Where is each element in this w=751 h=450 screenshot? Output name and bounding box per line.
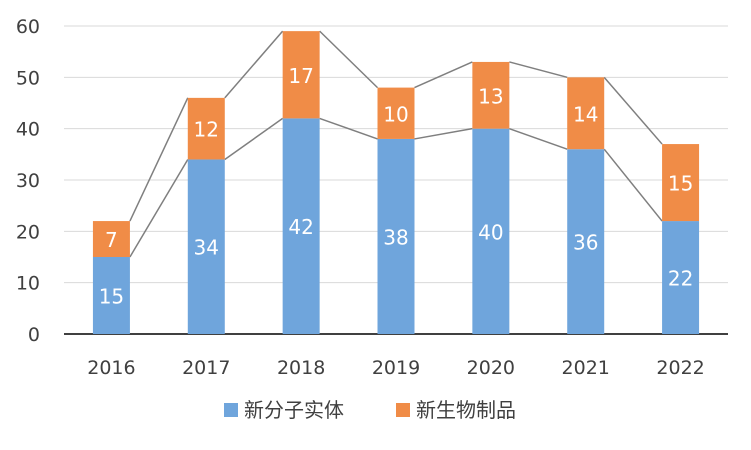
series-line <box>224 117 284 161</box>
x-axis: 2016 2017 2018 2019 2020 2021 2022 <box>87 357 705 379</box>
bar-series-1-2019 <box>377 138 415 334</box>
y-tick-label: 30 <box>16 170 40 192</box>
series-line <box>603 148 663 222</box>
legend-label: 新生物制品 <box>416 398 516 422</box>
y-tick-label: 50 <box>16 67 40 89</box>
bar-series-2-2022 <box>662 144 700 222</box>
data-label: 12 <box>194 118 219 142</box>
bar-series-2-2021 <box>567 77 605 150</box>
bar-series-1-2022 <box>662 221 700 334</box>
legend-swatch <box>396 403 410 417</box>
series-lines <box>129 30 663 258</box>
y-tick-label: 0 <box>28 324 40 346</box>
data-label: 7 <box>105 228 118 252</box>
y-tick-label: 40 <box>16 119 40 141</box>
data-label: 22 <box>668 267 693 291</box>
series-line <box>603 76 663 145</box>
legend-label: 新分子实体 <box>244 398 344 422</box>
data-label: 34 <box>194 236 219 260</box>
x-tick-label: 2017 <box>182 357 230 379</box>
bar-series-1-2021 <box>567 149 605 334</box>
data-label: 15 <box>668 172 693 196</box>
x-tick-label: 2016 <box>87 357 135 379</box>
data-label: 14 <box>573 102 598 126</box>
bar-series-2-2017 <box>187 97 225 160</box>
series-line <box>319 117 378 140</box>
data-label: 17 <box>288 64 313 88</box>
bar-series-1-2018 <box>282 118 320 335</box>
bar-series-1-2017 <box>187 159 225 334</box>
bar-series-2-2019 <box>377 87 415 139</box>
x-tick-label: 2018 <box>277 357 325 379</box>
bar-series-2-2016 <box>92 221 130 257</box>
x-tick-label: 2019 <box>372 357 420 379</box>
data-label: 10 <box>383 102 408 126</box>
data-label: 36 <box>573 231 598 255</box>
bar-series-2-2020 <box>472 61 510 129</box>
series-line <box>129 159 189 258</box>
series-line <box>509 127 568 150</box>
series-line <box>509 61 568 79</box>
series-line <box>414 61 473 89</box>
data-label: 42 <box>288 215 313 239</box>
data-label: 38 <box>383 225 408 249</box>
legend-swatch <box>224 403 238 417</box>
bars: 15 7 34 12 42 17 38 10 40 13 36 14 22 15 <box>92 31 700 335</box>
series-line <box>129 97 189 222</box>
x-tick-label: 2022 <box>656 357 704 379</box>
x-tick-label: 2020 <box>467 357 515 379</box>
data-label: 15 <box>99 285 124 309</box>
series-line <box>414 127 473 140</box>
legend: 新分子实体 新生物制品 <box>224 398 516 422</box>
y-tick-label: 10 <box>16 273 40 295</box>
bar-series-1-2020 <box>472 128 510 334</box>
series-line <box>224 30 284 99</box>
x-tick-label: 2021 <box>562 357 610 379</box>
series-line <box>319 30 379 89</box>
data-label: 13 <box>478 84 503 108</box>
data-label: 40 <box>478 220 503 244</box>
bar-series-2-2018 <box>282 31 320 119</box>
y-axis: 0 10 20 30 40 50 60 <box>16 16 40 346</box>
y-tick-label: 20 <box>16 221 40 243</box>
y-tick-label: 60 <box>16 16 40 38</box>
bar-series-1-2016 <box>92 257 130 334</box>
